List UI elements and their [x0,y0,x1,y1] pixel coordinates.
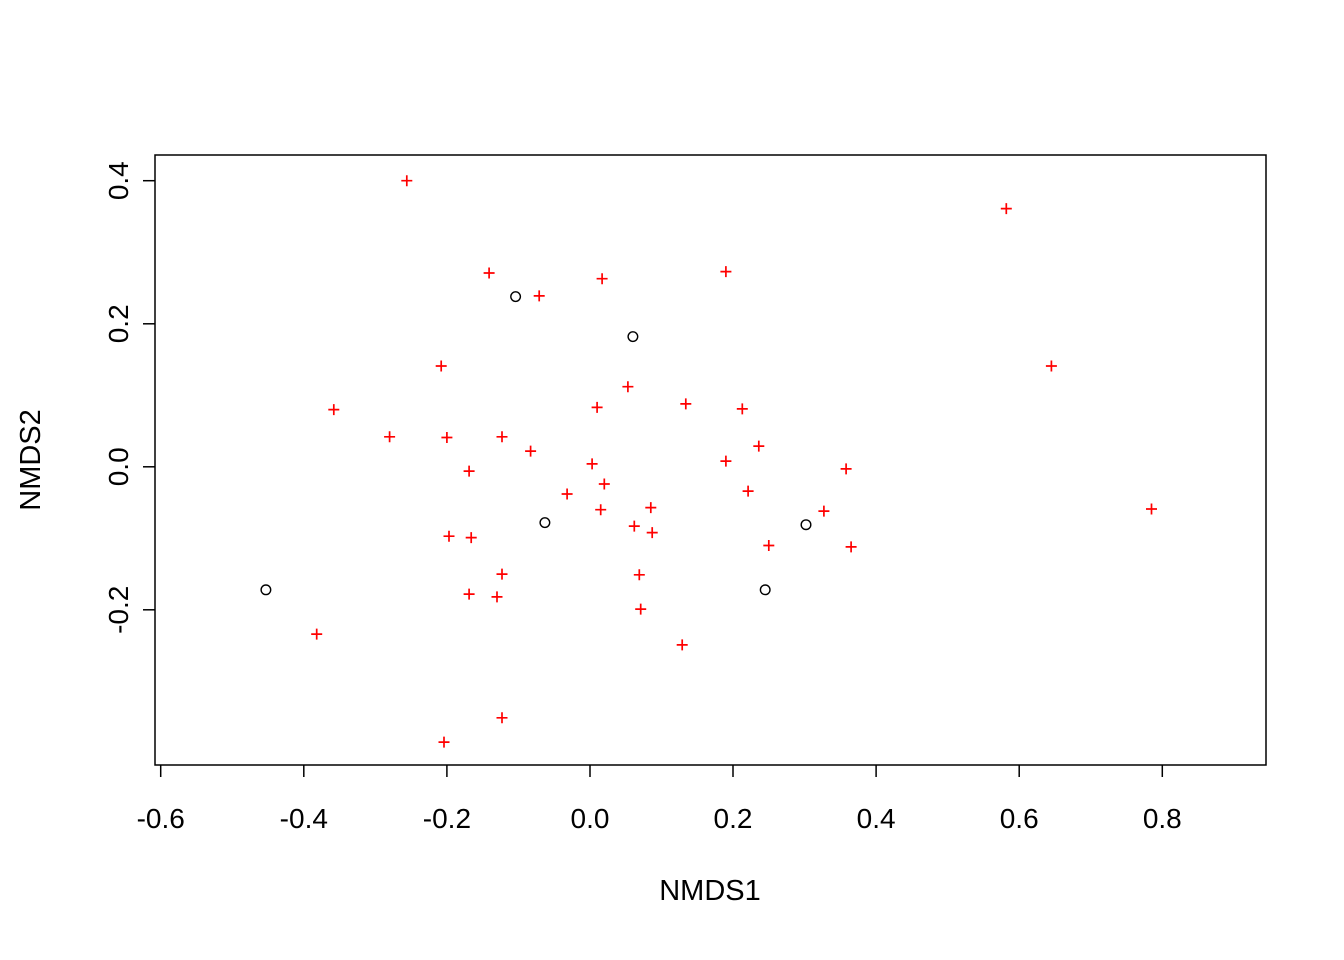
species-point-plus-marker [720,266,732,278]
site-point-circle-marker [759,584,771,596]
y-tick-label: 0.2 [103,304,134,343]
species-point-plus-marker [491,591,503,603]
species-point-plus-marker [496,431,508,443]
species-point-plus-marker [676,639,688,651]
species-point-plus-marker [736,403,748,415]
site-point-circle-marker [627,331,639,343]
species-point-plus-marker [463,588,475,600]
species-point-plus-marker [635,603,647,615]
species-point-plus-marker [311,628,323,640]
species-point-plus-marker [742,485,754,497]
species-point-plus-marker [680,398,692,410]
species-point-plus-marker [586,458,598,470]
species-point-plus-marker [628,520,640,532]
species-point-plus-marker [645,502,657,514]
x-tick-label: 0.4 [857,803,896,834]
species-point-plus-marker [1045,360,1057,372]
species-point-plus-marker [496,568,508,580]
species-point-plus-marker [561,488,573,500]
x-tick-label: 0.8 [1143,803,1182,834]
species-point-plus-marker [438,736,450,748]
x-axis-title: NMDS1 [659,875,761,907]
y-axis-title: NMDS2 [15,409,47,511]
site-point-circle-marker [260,584,272,596]
species-point-plus-marker [465,532,477,544]
species-point-plus-marker [596,273,608,285]
x-tick-label: 0.6 [1000,803,1039,834]
species-point-plus-marker [401,175,413,187]
species-point-plus-marker [483,267,495,279]
species-point-plus-marker [763,540,775,551]
species-point-plus-marker [443,530,455,542]
species-point-plus-marker [463,465,475,477]
y-tick-label: 0.0 [103,447,134,486]
plot-border [154,154,1267,766]
x-tick-label: -0.2 [423,803,471,834]
data-points [260,175,1157,748]
species-point-plus-marker [633,569,645,581]
species-point-plus-marker [595,504,607,516]
species-point-plus-marker [496,712,508,724]
species-point-plus-marker [591,401,603,413]
species-point-plus-marker [845,541,857,553]
site-point-circle-marker [539,517,551,529]
species-point-plus-marker [720,455,732,467]
species-point-plus-marker [753,440,765,452]
species-point-plus-marker [1146,503,1157,515]
species-point-plus-marker [818,505,830,517]
species-point-plus-marker [525,445,537,457]
species-point-plus-marker [598,478,610,490]
x-tick-label: 0.0 [571,803,610,834]
x-tick-label: -0.6 [137,803,185,834]
x-tick-label: -0.4 [280,803,328,834]
species-point-plus-marker [622,381,634,393]
species-point-plus-marker [328,404,340,416]
y-tick-label: -0.2 [103,586,134,634]
y-tick-label: 0.4 [103,161,134,200]
species-point-plus-marker [441,432,453,443]
x-tick-label: 0.2 [714,803,753,834]
species-point-plus-marker [435,360,447,372]
species-point-plus-marker [646,527,658,539]
species-point-plus-marker [533,290,545,302]
species-point-plus-marker [384,431,396,443]
site-point-circle-marker [510,291,522,303]
y-axis: -0.2 0.0 0.2 0.4 [103,161,155,634]
species-point-plus-marker [1000,203,1012,215]
x-axis: -0.6 -0.4 -0.2 0.0 0.2 0.4 0.6 0.8 [137,765,1182,834]
site-point-circle-marker [800,519,812,531]
species-point-plus-marker [840,463,852,475]
